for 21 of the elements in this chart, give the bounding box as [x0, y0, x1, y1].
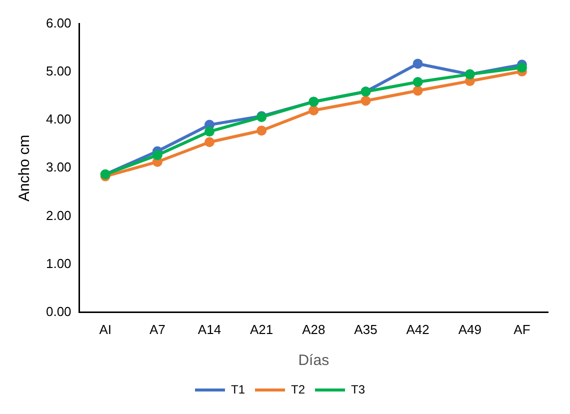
x-tick-label: A28	[302, 322, 326, 337]
y-tick-label: 2.00	[46, 208, 72, 223]
y-tick-label: 0.00	[46, 304, 72, 319]
x-tick-label: A7	[149, 322, 166, 337]
legend-label: T3	[351, 382, 366, 396]
x-tick-label: A14	[198, 322, 222, 337]
x-axis-title: Días	[298, 352, 330, 370]
legend-label: T2	[291, 382, 306, 396]
x-tick-label: AF	[514, 322, 530, 337]
x-tick-label: A42	[406, 322, 430, 337]
legend-label: T1	[230, 382, 246, 396]
y-tick-label: 6.00	[46, 15, 72, 30]
y-tick-label: 5.00	[46, 63, 72, 78]
y-tick-label: 1.00	[46, 256, 72, 271]
y-tick-label: 3.00	[46, 160, 72, 175]
x-tick-label: A35	[354, 322, 378, 337]
y-tick-label: 4.00	[46, 112, 72, 127]
x-tick-label: A21	[250, 322, 274, 337]
x-tick-label: A49	[458, 322, 482, 337]
y-axis-title: Ancho cm	[16, 134, 34, 202]
x-tick-label: AI	[99, 322, 112, 337]
